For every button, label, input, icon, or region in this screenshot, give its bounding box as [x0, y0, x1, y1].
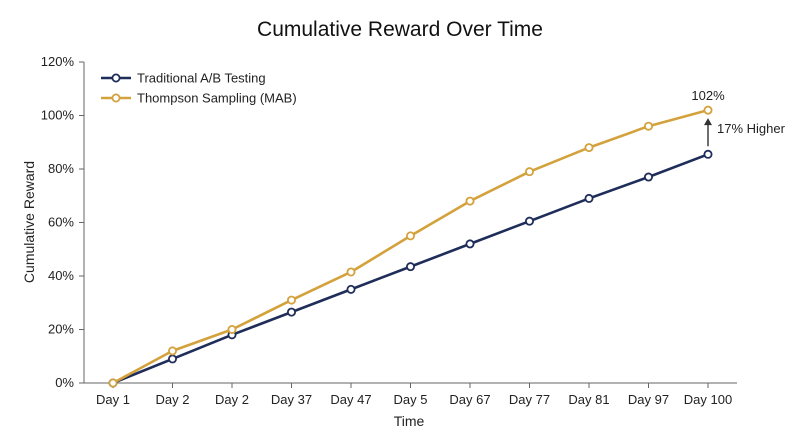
end-value-label: 102% [691, 88, 725, 103]
x-tick-label: Day 2 [156, 392, 190, 407]
y-tick-label: 20% [48, 322, 74, 337]
x-tick-label: Day 67 [449, 392, 490, 407]
x-tick-label: Day 77 [509, 392, 550, 407]
legend-swatch-marker [111, 93, 121, 103]
x-tick-label: Day 2 [215, 392, 249, 407]
data-point [167, 354, 177, 364]
data-point [703, 149, 713, 159]
series-group [108, 105, 713, 388]
x-tick-label: Day 5 [394, 392, 428, 407]
data-point [346, 284, 356, 294]
x-tick-label: Day 97 [628, 392, 669, 407]
data-point [584, 143, 594, 153]
series-traditional-ab-testing [108, 149, 713, 388]
chart-title: Cumulative Reward Over Time [257, 18, 543, 41]
y-tick-label: 100% [41, 108, 75, 123]
data-point [108, 378, 118, 388]
data-point [465, 239, 475, 249]
data-point [346, 267, 356, 277]
y-axis-label: Cumulative Reward [21, 161, 37, 283]
x-tick-label: Day 1 [96, 392, 130, 407]
difference-arrow-head [704, 118, 712, 126]
y-tick-label: 80% [48, 161, 74, 176]
data-point [405, 231, 415, 241]
y-tick-label: 40% [48, 268, 74, 283]
series-line [112, 108, 709, 385]
data-point [703, 105, 713, 115]
legend-entry-label: Traditional A/B Testing [137, 71, 266, 86]
data-point [227, 324, 237, 334]
data-point [465, 196, 475, 206]
x-tick-label: Day 47 [330, 392, 371, 407]
axes [83, 62, 737, 384]
data-point [525, 216, 535, 226]
data-point [167, 346, 177, 356]
data-point [286, 307, 296, 317]
y-axis-ticks: 0% 20% 40% 60% 80% 100% 120% [41, 54, 84, 390]
data-point [584, 193, 594, 203]
x-tick-label: Day 37 [271, 392, 312, 407]
x-axis-ticks: Day 1 Day 2 Day 2 Day 37 Day 47 Day 5 Day 67 Da… [96, 383, 732, 407]
x-tick-label: Day 81 [568, 392, 609, 407]
legend-swatch-marker [111, 73, 121, 83]
legend: Traditional A/B Testing Thompson Sampling… [101, 71, 297, 106]
annotations: 102% 17% Higher [691, 88, 786, 147]
data-point [644, 172, 654, 182]
x-axis-label: Time [394, 413, 425, 429]
y-tick-label: 0% [55, 375, 74, 390]
data-point [525, 167, 535, 177]
data-point [286, 295, 296, 305]
legend-entry-label: Thompson Sampling (MAB) [137, 91, 297, 106]
x-tick-label: Day 100 [684, 392, 732, 407]
data-point [644, 121, 654, 131]
difference-label: 17% Higher [717, 121, 786, 136]
y-tick-label: 60% [48, 215, 74, 230]
y-tick-label: 120% [41, 54, 75, 69]
data-point [405, 262, 415, 272]
series-thompson-sampling [108, 105, 713, 388]
